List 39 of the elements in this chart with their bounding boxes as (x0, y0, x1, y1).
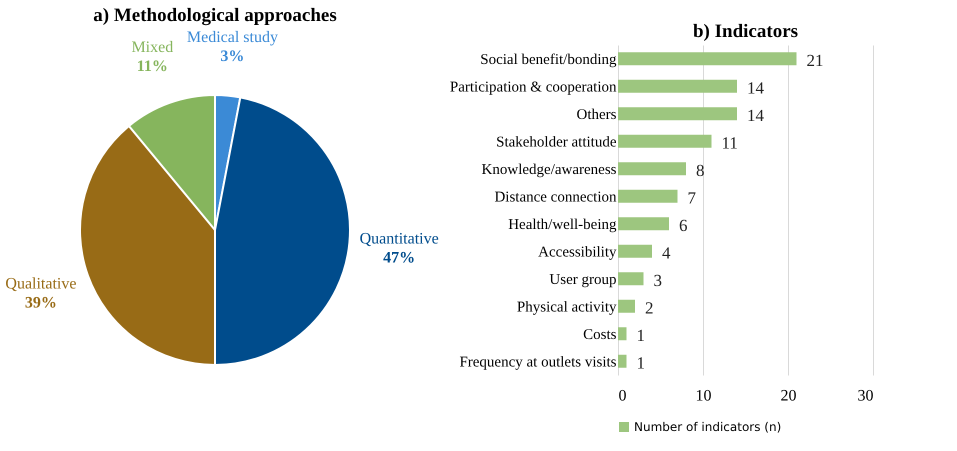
x-tick-label: 30 (858, 388, 874, 404)
y-tick-label: Frequency at outlets visits (459, 354, 617, 370)
data-label: 39% (24, 294, 57, 312)
y-tick-label: Knowledge/awareness (482, 162, 617, 178)
y-tick-label: User group (549, 272, 616, 288)
chart-title: b) Indicators (692, 21, 798, 42)
y-tick-label: Health/well-being (508, 216, 617, 233)
data-label: 7 (688, 188, 696, 208)
data-label: 8 (696, 160, 704, 180)
data-label: 6 (679, 216, 688, 235)
chart-title: a) Methodological approaches (93, 4, 337, 26)
slice-label: Medical study (186, 28, 278, 46)
data-label: 2 (645, 298, 654, 318)
slice-label: Quantitative (360, 230, 439, 248)
y-tick-label: Costs (583, 326, 617, 343)
data-label: 3 (654, 270, 662, 290)
data-label: 1 (636, 326, 645, 345)
data-label: 21 (806, 50, 824, 70)
y-tick-label: Social benefit/bonding (480, 52, 617, 68)
legend-label: Number of indicators (n) (634, 420, 782, 434)
slice-label: Mixed (131, 38, 174, 56)
y-tick-label: Participation & cooperation (450, 79, 617, 96)
data-label: 11% (136, 58, 168, 75)
data-label: 3% (220, 48, 244, 65)
x-tick-label: 0 (618, 388, 626, 404)
data-label: 14 (747, 106, 764, 125)
y-tick-label: Others (576, 106, 617, 123)
data-label: 4 (662, 243, 671, 262)
slice-label: Qualitative (5, 276, 76, 293)
data-label: 14 (747, 78, 764, 98)
y-tick-label: Physical activity (516, 299, 617, 316)
x-tick-label: 20 (780, 388, 796, 404)
y-tick-label: Accessibility (538, 244, 617, 260)
data-label: 1 (636, 353, 645, 372)
data-label: 11 (722, 133, 738, 152)
x-tick-label: 10 (696, 388, 712, 404)
y-tick-label: Distance connection (494, 189, 617, 206)
y-tick-label: Stakeholder attitude (496, 134, 617, 150)
data-label: 47% (383, 249, 416, 266)
